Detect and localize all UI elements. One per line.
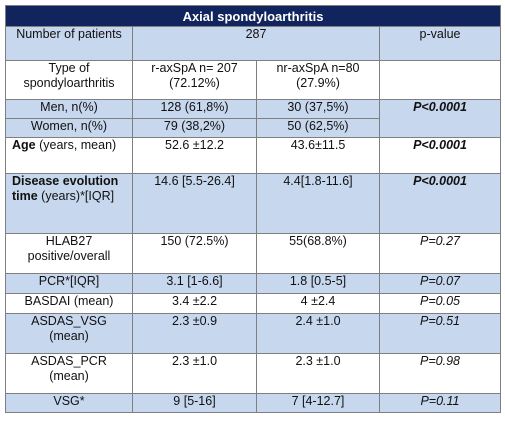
- disease-label-bold: Disease evolution time: [12, 174, 119, 203]
- table-row: VSG* 9 [5-16] 7 [4-12.7] P=0.11: [5, 393, 501, 413]
- table-row: PCR*[IQR] 3.1 [1-6.6] 1.8 [0.5-5] P=0.07: [5, 273, 501, 294]
- asdas-pcr-label: ASDAS_PCR (mean): [5, 353, 133, 394]
- table-row: Disease evolution time (years)*[IQR] 14.…: [5, 173, 501, 234]
- table-container: Axial spondyloarthritis Number of patien…: [5, 5, 501, 413]
- pcr-v2: 1.8 [0.5-5]: [256, 273, 380, 294]
- disease-label: Disease evolution time (years)*[IQR]: [5, 173, 133, 234]
- age-label: Age (years, mean): [5, 137, 133, 174]
- women-v1: 79 (38,2%): [132, 118, 257, 138]
- sex-pvalue: P<0.0001: [379, 99, 501, 138]
- age-v2: 43.6±11.5: [256, 137, 380, 174]
- basdai-pvalue: P=0.05: [379, 293, 501, 314]
- title-row: Axial spondyloarthritis: [5, 5, 501, 27]
- hlab27-pvalue: P=0.27: [379, 233, 501, 274]
- age-label-bold: Age: [12, 138, 36, 152]
- basdai-v2: 4 ±2.4: [256, 293, 380, 314]
- disease-v2: 4.4[1.8-11.6]: [256, 173, 380, 234]
- table-row: ASDAS_VSG (mean) 2.3 ±0.9 2.4 ±1.0 P=0.5…: [5, 313, 501, 354]
- vsg-v1: 9 [5-16]: [132, 393, 257, 413]
- age-pvalue: P<0.0001: [379, 137, 501, 174]
- vsg-pvalue: P=0.11: [379, 393, 501, 413]
- results-table: Axial spondyloarthritis Number of patien…: [5, 5, 501, 413]
- asdas-vsg-label: ASDAS_VSG (mean): [5, 313, 133, 354]
- table-row: BASDAI (mean) 3.4 ±2.2 4 ±2.4 P=0.05: [5, 293, 501, 314]
- age-label-rest: (years, mean): [35, 138, 117, 152]
- basdai-label: BASDAI (mean): [5, 293, 133, 314]
- asdas-vsg-v2: 2.4 ±1.0: [256, 313, 380, 354]
- asdas-pcr-pvalue: P=0.98: [379, 353, 501, 394]
- pcr-label: PCR*[IQR]: [5, 273, 133, 294]
- asdas-pcr-v1: 2.3 ±1.0: [132, 353, 257, 394]
- disease-v1: 14.6 [5.5-26.4]: [132, 173, 257, 234]
- vsg-v2: 7 [4-12.7]: [256, 393, 380, 413]
- basdai-v1: 3.4 ±2.2: [132, 293, 257, 314]
- table-row: Women, n(%) 79 (38,2%) 50 (62,5%): [5, 118, 501, 138]
- vsg-label: VSG*: [5, 393, 133, 413]
- table-row: ASDAS_PCR (mean) 2.3 ±1.0 2.3 ±1.0 P=0.9…: [5, 353, 501, 394]
- age-v1: 52.6 ±12.2: [132, 137, 257, 174]
- asdas-vsg-v1: 2.3 ±0.9: [132, 313, 257, 354]
- disease-pvalue: P<0.0001: [379, 173, 501, 234]
- table-row: HLAB27 positive/overall 150 (72.5%) 55(6…: [5, 233, 501, 274]
- type-col2: nr-axSpA n=80 (27.9%): [256, 60, 380, 100]
- header-label: Number of patients: [5, 26, 133, 61]
- men-label: Men, n(%): [5, 99, 133, 119]
- table-row: Age (years, mean) 52.6 ±12.2 43.6±11.5 P…: [5, 137, 501, 174]
- header-count: 287: [132, 26, 380, 61]
- type-pvalue-empty: [379, 60, 501, 100]
- type-col1: r-axSpA n= 207 (72.12%): [132, 60, 257, 100]
- men-v2: 30 (37,5%): [256, 99, 380, 119]
- type-row: Type of spondyloarthritis r-axSpA n= 207…: [5, 60, 501, 100]
- header-pvalue: p-value: [379, 26, 501, 61]
- pcr-v1: 3.1 [1-6.6]: [132, 273, 257, 294]
- asdas-pcr-v2: 2.3 ±1.0: [256, 353, 380, 394]
- asdas-vsg-pvalue: P=0.51: [379, 313, 501, 354]
- hlab27-v1: 150 (72.5%): [132, 233, 257, 274]
- disease-label-rest: (years)*[IQR]: [37, 189, 115, 203]
- hlab27-v2: 55(68.8%): [256, 233, 380, 274]
- women-v2: 50 (62,5%): [256, 118, 380, 138]
- hlab27-label: HLAB27 positive/overall: [5, 233, 133, 274]
- table-row: Men, n(%) 128 (61,8%) 30 (37,5%) P<0.000…: [5, 99, 501, 138]
- table-title: Axial spondyloarthritis: [5, 5, 501, 27]
- header-row: Number of patients 287 p-value: [5, 26, 501, 61]
- men-v1: 128 (61,8%): [132, 99, 257, 119]
- type-label: Type of spondyloarthritis: [5, 60, 133, 100]
- pcr-pvalue: P=0.07: [379, 273, 501, 294]
- women-label: Women, n(%): [5, 118, 133, 138]
